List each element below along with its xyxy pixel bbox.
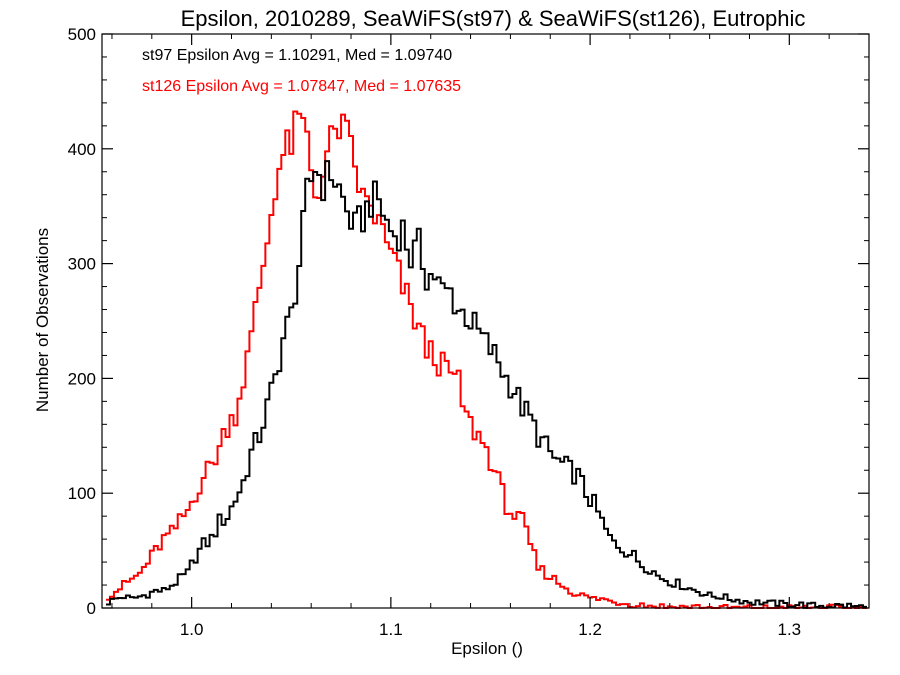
y-axis-ticks: 0 100 200 300 400 500 <box>68 25 869 618</box>
y-tick-label: 300 <box>68 255 96 274</box>
annotation-st126: st126 Epsilon Avg = 1.07847, Med = 1.076… <box>142 78 461 95</box>
y-axis-label: Number of Observations <box>33 228 52 412</box>
y-tick-label: 100 <box>68 484 96 503</box>
y-tick-label: 500 <box>68 25 96 44</box>
series-layer <box>105 110 868 609</box>
x-tick-label: 1.1 <box>379 620 403 639</box>
plot-frame <box>101 33 870 609</box>
x-tick-label: 1.2 <box>578 620 602 639</box>
annotation-st97: st97 Epsilon Avg = 1.10291, Med = 1.0974… <box>142 47 452 64</box>
chart-title: Epsilon, 2010289, SeaWiFS(st97) & SeaWiF… <box>181 6 806 31</box>
y-tick-label: 0 <box>87 599 96 618</box>
y-tick-label: 200 <box>68 369 96 388</box>
x-axis-label: Epsilon () <box>451 639 523 658</box>
x-tick-label: 1.0 <box>180 620 204 639</box>
y-tick-label: 400 <box>68 140 96 159</box>
x-axis-ticks: 1.0 1.1 1.2 1.3 <box>111 34 870 639</box>
x-tick-label: 1.3 <box>777 620 801 639</box>
series-line-1 <box>105 110 868 609</box>
series-line-0 <box>105 160 868 609</box>
